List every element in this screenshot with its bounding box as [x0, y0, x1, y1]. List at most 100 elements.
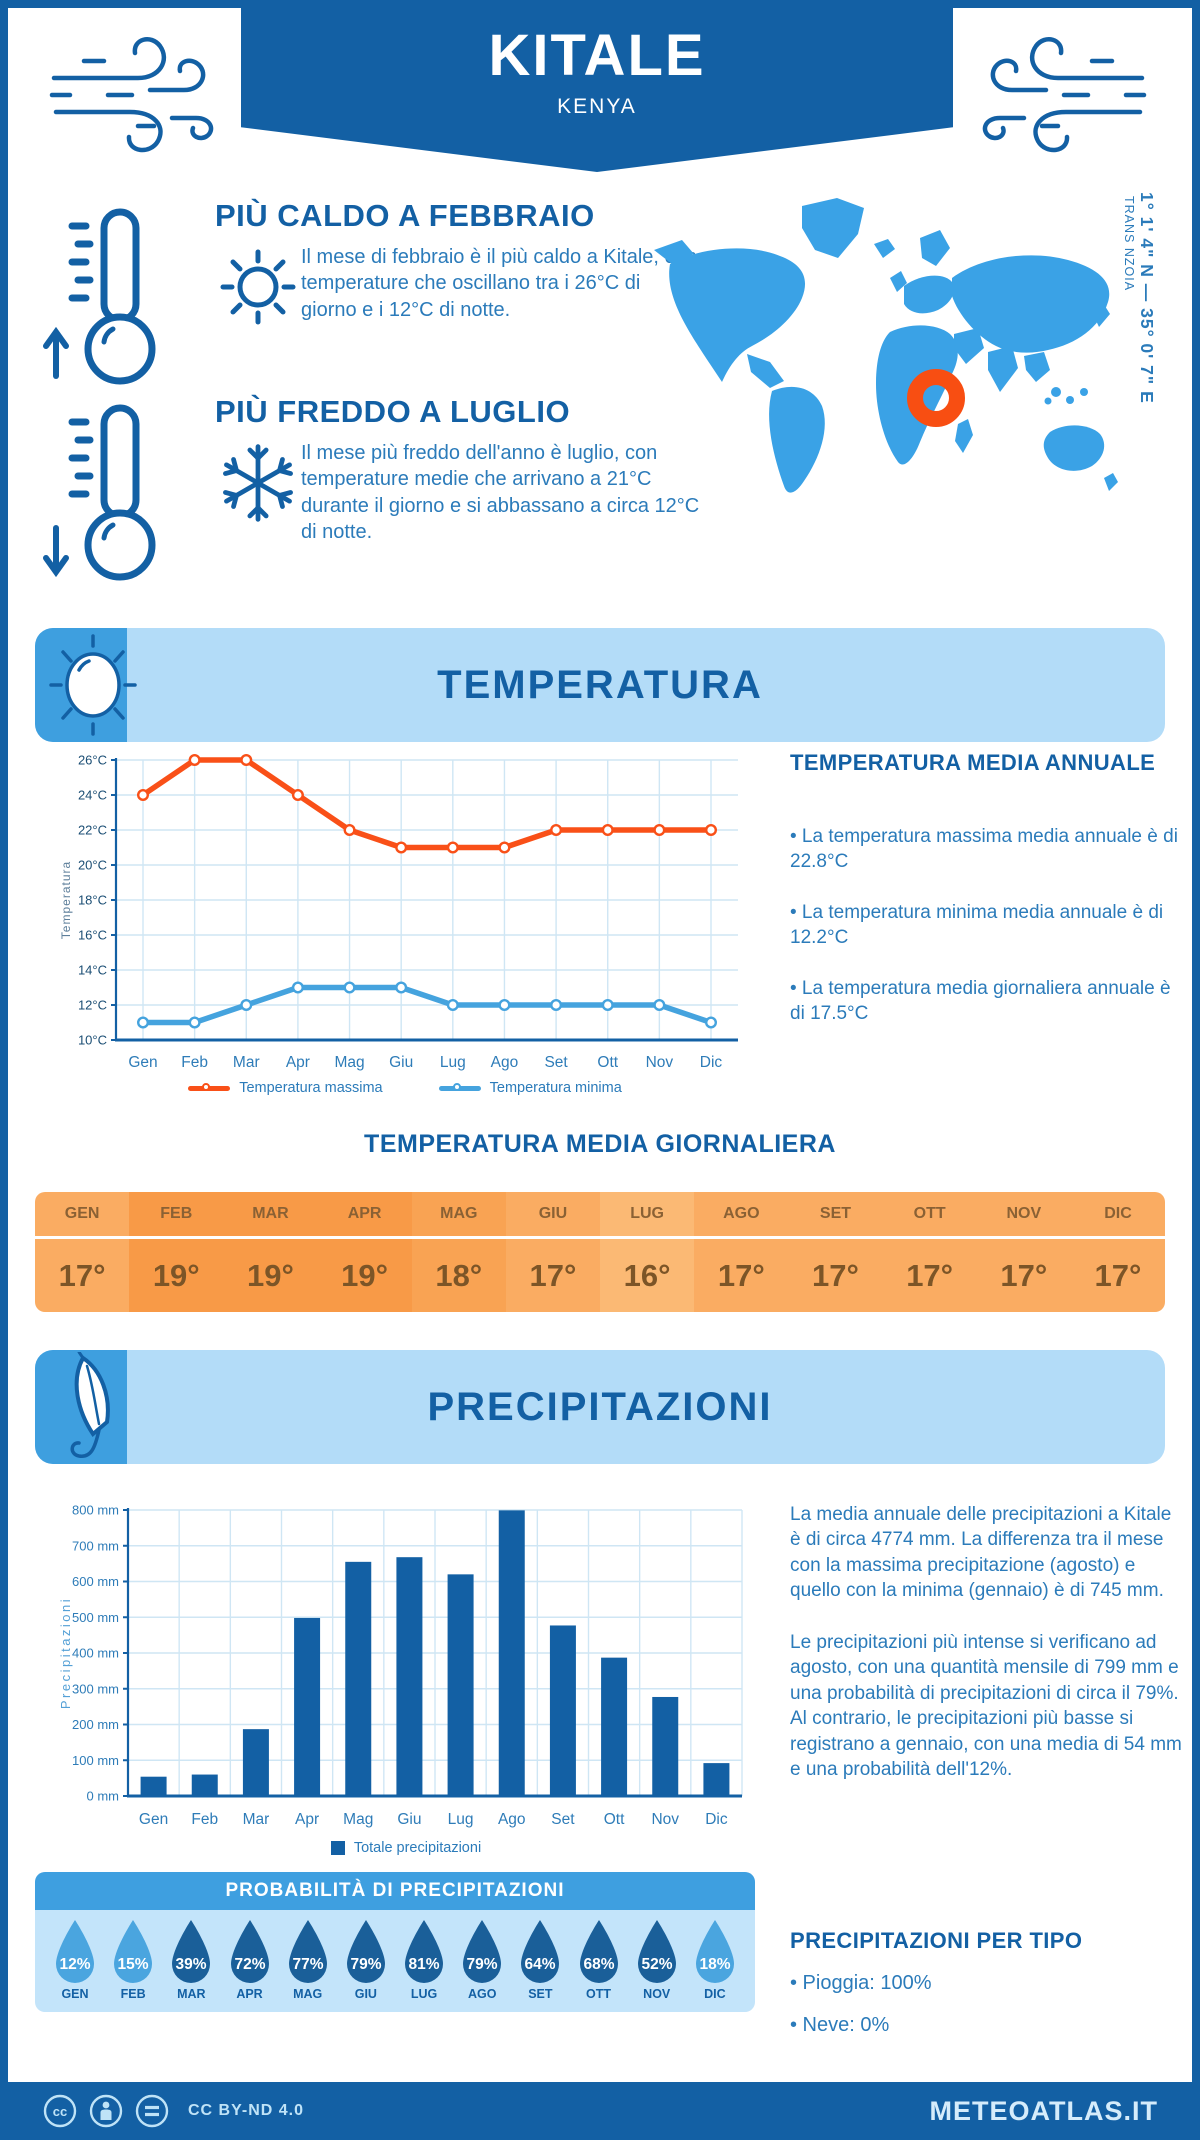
precipitation-by-type: PRECIPITAZIONI PER TIPO • Pioggia: 100% … — [790, 1928, 1180, 2039]
y-axis-title: Precipitazioni — [58, 1597, 73, 1709]
raindrop-icon: 15% — [114, 1920, 153, 1983]
attribution-icon — [89, 2094, 123, 2128]
svg-text:Mar: Mar — [243, 1811, 270, 1828]
x-axis-labels: Gen Feb Mar Apr Mag Giu Lug Ago Set Ott Nov Dic — [139, 1811, 728, 1828]
svg-text:Ott: Ott — [597, 1054, 618, 1071]
drop-month-label: GEN — [61, 1987, 89, 2001]
probability-title: PROBABILITÀ DI PRECIPITAZIONI — [35, 1872, 755, 1910]
temp-table-column: GIU 17° — [505, 1192, 601, 1312]
series-temperatura-massima — [136, 753, 718, 854]
svg-text:20°C: 20°C — [78, 858, 107, 873]
svg-text:Apr: Apr — [295, 1811, 319, 1828]
coldest-month-title: PIÙ FREDDO A LUGLIO — [215, 394, 571, 429]
temp-table-column: MAG 18° — [411, 1192, 506, 1312]
temp-table-month: AGO — [694, 1192, 789, 1239]
svg-text:14°C: 14°C — [78, 963, 107, 978]
y-axis-labels: 10°C 12°C 14°C 16°C 18°C 20°C 22°C 24°C 26°C — [78, 753, 116, 1048]
by-type-title: PRECIPITAZIONI PER TIPO — [790, 1928, 1083, 1953]
temp-table-value: 19° — [152, 1257, 200, 1293]
legend-item-max: Temperatura massima — [188, 1080, 383, 1096]
no-derivatives-icon — [135, 2094, 169, 2128]
bars — [140, 1510, 730, 1796]
temp-table-value: 17° — [529, 1257, 577, 1293]
precipitation-paragraph-2: Le precipitazioni più intense si verific… — [790, 1631, 1182, 1781]
temp-table-month: SET — [788, 1192, 883, 1239]
raindrop-icon: 12% — [56, 1920, 94, 1983]
temp-table-value: 19° — [246, 1257, 294, 1293]
temp-table-column: SET 17° — [788, 1192, 883, 1312]
svg-text:16°C: 16°C — [78, 928, 107, 943]
svg-text:600 mm: 600 mm — [72, 1574, 119, 1589]
raindrop-icon: 68% — [579, 1920, 618, 1983]
temp-table-month: MAR — [223, 1192, 318, 1239]
wind-icon — [982, 37, 1147, 153]
legend-swatch-total — [330, 1841, 345, 1855]
annual-temperature-summary: TEMPERATURA MEDIA ANNUALE • La temperatu… — [790, 750, 1180, 1026]
probability-drop-cell: 52% NOV — [631, 1918, 683, 2001]
precipitation-bar-chart: 0 mm 100 mm 200 mm 300 mm 400 mm 500 mm 600 mm… — [58, 1503, 743, 1828]
svg-text:12°C: 12°C — [78, 998, 107, 1013]
drop-month-label: NOV — [643, 1987, 671, 2001]
temp-table-value: 18° — [435, 1257, 483, 1293]
drop-month-label: APR — [236, 1987, 263, 2001]
legend-item-min: Temperatura minima — [438, 1080, 622, 1096]
drop-month-label: LUG — [410, 1987, 438, 2001]
raindrop-icon: 52% — [637, 1920, 676, 1983]
region-text: TRANS NZOIA — [1122, 196, 1136, 292]
precipitation-paragraph-1: La media annuale delle precipitazioni a … — [790, 1504, 1172, 1602]
svg-text:77%: 77% — [292, 1956, 323, 1973]
license-group: cc CC BY-ND 4.0 — [42, 2093, 304, 2129]
svg-text:Giu: Giu — [397, 1811, 421, 1828]
svg-text:79%: 79% — [467, 1956, 498, 1973]
probability-drop-cell: 15% FEB — [107, 1918, 159, 2001]
temp-table-column: LUG 16° — [600, 1192, 695, 1312]
raindrop-icon: 79% — [463, 1920, 502, 1983]
svg-text:72%: 72% — [234, 1956, 265, 1973]
wind-icon — [49, 37, 214, 153]
svg-text:64%: 64% — [525, 1956, 556, 1973]
temp-table-value: 17° — [717, 1257, 765, 1293]
svg-text:Mag: Mag — [343, 1811, 373, 1828]
svg-text:Ago: Ago — [491, 1054, 519, 1071]
thermometer-down-icon — [43, 404, 156, 581]
svg-text:22°C: 22°C — [78, 823, 107, 838]
page-title: KITALE — [488, 23, 706, 88]
temp-table-column: OTT 17° — [882, 1192, 977, 1312]
temp-table-month: GIU — [505, 1192, 601, 1239]
svg-text:Nov: Nov — [646, 1054, 674, 1071]
grid-lines — [127, 1509, 743, 1796]
svg-text:cc: cc — [53, 2104, 67, 2119]
svg-text:79%: 79% — [350, 1956, 381, 1973]
warmest-month-text: Il mese di febbraio è il più caldo a Kit… — [301, 246, 697, 321]
svg-text:200 mm: 200 mm — [72, 1717, 119, 1732]
probability-drop-cell: 77% MAG — [282, 1918, 334, 2001]
svg-text:Gen: Gen — [128, 1054, 157, 1071]
drop-month-label: OTT — [586, 1987, 612, 2001]
coordinates-text: 1° 1' 4" N — 35° 0' 7" E — [1137, 192, 1157, 404]
raindrop-icon: 77% — [288, 1920, 327, 1983]
svg-text:Nov: Nov — [651, 1811, 679, 1828]
legend-swatch-min — [438, 1082, 481, 1091]
temp-table-value: 17° — [1000, 1257, 1048, 1293]
svg-text:26°C: 26°C — [78, 753, 107, 768]
svg-text:Precipitazioni: Precipitazioni — [58, 1597, 73, 1709]
temp-table-column: AGO 17° — [694, 1192, 789, 1312]
precipitation-section-banner: PRECIPITAZIONI — [35, 1350, 1165, 1464]
svg-text:15%: 15% — [118, 1956, 149, 1973]
probability-drop-cell: 72% APR — [224, 1918, 276, 2001]
svg-text:500 mm: 500 mm — [72, 1610, 119, 1625]
drop-month-label: FEB — [120, 1987, 146, 2001]
svg-text:18°C: 18°C — [78, 893, 107, 908]
legend-label-max: Temperatura massima — [239, 1080, 383, 1096]
svg-text:0 mm: 0 mm — [87, 1789, 120, 1804]
legend-label-total: Totale precipitazioni — [353, 1840, 482, 1856]
x-axis-labels: Gen Feb Mar Apr Mag Giu Lug Ago Set Ott Nov Dic — [128, 1054, 722, 1071]
temp-table-month: DIC — [1070, 1192, 1165, 1239]
svg-text:Lug: Lug — [448, 1811, 474, 1828]
annual-bullet-avg: • La temperatura media giornaliera annua… — [790, 978, 1171, 1025]
by-type-rain: • Pioggia: 100% — [790, 1972, 932, 1994]
temperature-line-chart: 10°C 12°C 14°C 16°C 18°C 20°C 22°C 24°C 26°C Gen F… — [59, 753, 738, 1071]
warmest-month-title: PIÙ CALDO A FEBBRAIO — [215, 198, 595, 233]
svg-text:Ott: Ott — [604, 1811, 625, 1828]
